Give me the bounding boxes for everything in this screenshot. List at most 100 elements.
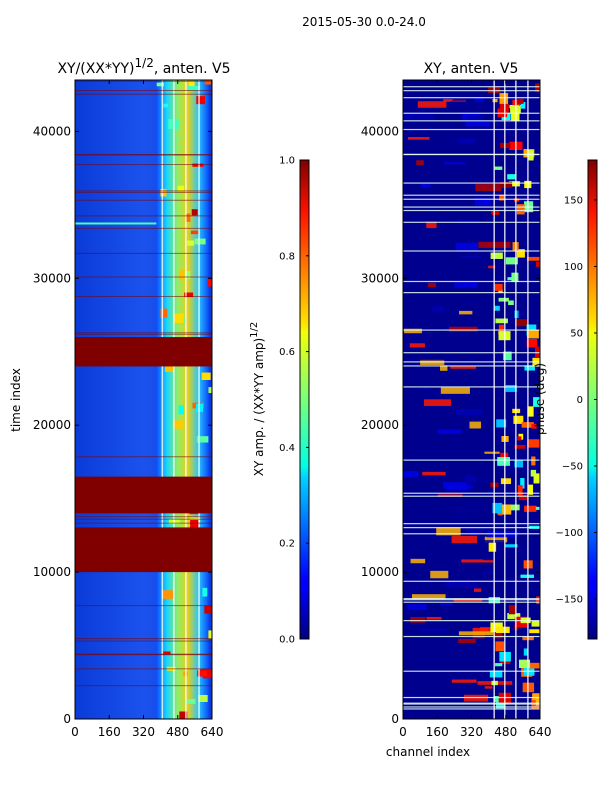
right-flag-line: [403, 209, 540, 212]
right-flag-line: [403, 703, 540, 705]
left-cb-tick-label: 0.4: [279, 443, 295, 454]
left-active-blob: [184, 292, 194, 298]
left-flag-line: [75, 90, 212, 91]
right-active-patch: [495, 318, 508, 324]
right-xtick-label: 640: [529, 725, 552, 739]
right-active-patch: [503, 351, 512, 361]
right-phase-patch: [426, 616, 442, 620]
right-phase-patch: [458, 638, 476, 643]
left-active-blob: [187, 240, 194, 246]
right-phase-patch: [443, 708, 459, 714]
left-active-blob: [184, 270, 191, 280]
right-phase-patch: [457, 138, 476, 144]
right-phase-patch: [450, 366, 477, 369]
right-phase-patch: [407, 604, 427, 610]
left-active-blob: [190, 230, 199, 235]
right-active-patch: [509, 105, 520, 109]
right-active-patch: [499, 181, 513, 188]
right-active-patch: [511, 272, 519, 283]
left-flag-line: [75, 527, 212, 528]
left-channel-gap-line: [198, 80, 200, 719]
right-ytick-label: 20000: [361, 418, 399, 432]
right-phase-patch: [423, 399, 452, 406]
left-flagged-band: [75, 337, 212, 367]
right-flag-line: [403, 128, 540, 131]
left-xtick-label: 160: [98, 725, 121, 739]
right-channel-gap-line: [515, 80, 517, 719]
right-active-patch: [520, 478, 525, 489]
right-active-patch: [516, 204, 525, 215]
right-flag-line: [403, 206, 540, 208]
right-ytick-label: 0: [391, 712, 399, 726]
left-active-blob: [173, 420, 184, 429]
right-active-patch: [499, 194, 505, 201]
right-phase-patch: [483, 552, 497, 561]
right-active-patch: [494, 305, 500, 311]
left-ytick-label: 0: [63, 712, 71, 726]
left-channel-gap-line: [161, 80, 164, 719]
right-active-patch: [535, 506, 540, 510]
right-phase-patch: [465, 528, 490, 532]
right-flag-line: [403, 90, 540, 92]
right-phase-patch: [410, 558, 426, 564]
left-active-blob: [188, 81, 195, 90]
right-active-patch: [535, 697, 540, 706]
right-active-patch: [527, 406, 534, 417]
right-active-patch: [518, 494, 529, 501]
left-rfi-streak: [75, 222, 157, 225]
right-xlabel: channel index: [386, 745, 470, 759]
right-phase-patch: [462, 299, 482, 305]
right-active-patch: [494, 166, 503, 170]
right-phase-patch: [440, 365, 448, 371]
right-flag-line: [403, 708, 540, 710]
right-flag-line: [403, 620, 540, 622]
right-phase-patch: [465, 121, 491, 127]
right-flag-line: [403, 492, 540, 494]
right-flag-line: [403, 361, 540, 363]
right-active-patch: [517, 436, 522, 441]
right-active-patch: [531, 456, 536, 466]
right-active-patch: [524, 365, 535, 371]
left-flag-line: [75, 357, 212, 359]
left-active-blob: [197, 670, 208, 677]
left-flag-line: [75, 227, 212, 229]
right-active-patch: [507, 277, 514, 281]
left-cb-tick-label: 0.0: [279, 635, 295, 646]
left-flag-line: [75, 605, 212, 607]
left-active-blob: [178, 405, 184, 415]
left-active-blob: [201, 372, 211, 380]
left-active-blob: [189, 517, 201, 523]
left-xtick-label: 320: [132, 725, 155, 739]
left-flag-line: [75, 199, 212, 201]
left-flag-line: [75, 191, 212, 193]
left-flag-line: [75, 93, 212, 95]
left-active-blob: [208, 387, 212, 394]
left-active-blob: [196, 436, 209, 443]
left-flag-line: [75, 653, 212, 655]
left-panel: XY/(XX*YY)1/2, anten. V5 0 160 320 480 640 0 1…: [9, 56, 231, 739]
left-channel-gap-line: [185, 80, 187, 719]
right-active-patch: [495, 626, 510, 633]
right-colorbar-label: phase (deg): [533, 363, 547, 435]
right-phase-patch: [432, 306, 445, 313]
right-phase-patch: [437, 429, 462, 434]
left-active-blob: [191, 209, 198, 216]
right-phase-patch: [408, 136, 430, 140]
right-axis-ticks: 0 160 320 480 640 0 10000 20000 30000 40000: [361, 80, 552, 739]
left-ytick-label: 40000: [33, 124, 71, 138]
left-heatmap-marks: [75, 80, 212, 719]
left-colorbar: 0.0 0.2 0.4 0.6 0.8 1.0 XY amp. / (XX*YY amp)…: [249, 156, 310, 646]
left-active-channel-band: [156, 80, 209, 719]
left-active-blob: [188, 86, 200, 91]
right-ytick-label: 10000: [361, 565, 399, 579]
right-phase-patch: [475, 184, 502, 192]
right-phase-patch: [476, 641, 495, 646]
left-flag-line: [75, 154, 212, 156]
right-active-patch: [520, 102, 526, 109]
right-active-patch: [498, 324, 504, 332]
right-channel-gap-line: [527, 80, 529, 719]
right-cb-tick-label: 100: [564, 262, 583, 273]
left-flag-line: [75, 215, 212, 217]
right-phase-patch: [461, 559, 494, 563]
right-phase-patch: [469, 421, 482, 429]
